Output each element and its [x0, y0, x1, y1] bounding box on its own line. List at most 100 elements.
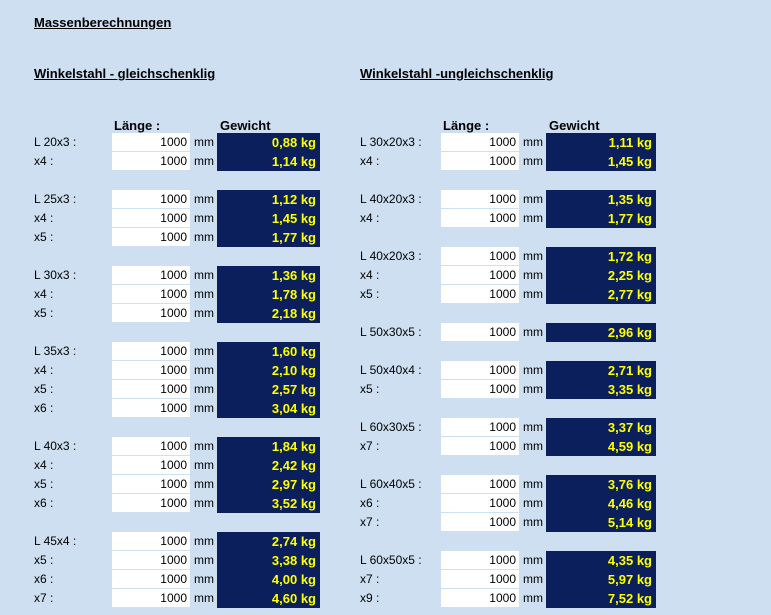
length-input[interactable]: 1000 — [112, 152, 190, 170]
length-input[interactable]: 1000 — [112, 285, 190, 303]
length-input[interactable]: 1000 — [112, 570, 190, 588]
table-row: x7 : 1000 mm 5,14 kg — [0, 513, 771, 532]
length-unit: mm — [194, 363, 214, 377]
length-input[interactable]: 1000 — [441, 133, 519, 151]
length-input[interactable]: 1000 — [112, 190, 190, 208]
length-input[interactable]: 1000 — [441, 190, 519, 208]
length-input[interactable]: 1000 — [112, 589, 190, 607]
table-row: x5 : 1000 mm 2,18 kg — [0, 304, 771, 323]
table-row: x4 : 1000 mm 2,42 kg — [0, 456, 771, 475]
length-input[interactable]: 1000 — [441, 589, 519, 607]
profile-label: x5 : — [34, 306, 54, 320]
length-input[interactable]: 1000 — [441, 513, 519, 531]
length-unit: mm — [194, 572, 214, 586]
profile-label: x4 : — [34, 154, 54, 168]
length-input[interactable]: 1000 — [112, 437, 190, 455]
length-input[interactable]: 1000 — [112, 266, 190, 284]
weight-value: 2,74 kg — [217, 532, 320, 551]
length-unit: mm — [194, 230, 214, 244]
weight-value: 3,37 kg — [546, 418, 656, 437]
length-unit: mm — [194, 553, 214, 567]
length-input[interactable]: 1000 — [112, 532, 190, 550]
table-row: L 30x20x3 :1000 mm 1,11 kg — [0, 133, 771, 152]
profile-label: L 25x3 : — [34, 192, 77, 206]
weight-value: 1,45 kg — [217, 209, 320, 228]
length-input[interactable]: 1000 — [112, 399, 190, 417]
length-input[interactable]: 1000 — [112, 209, 190, 227]
weight-value: 2,77 kg — [546, 285, 656, 304]
length-input[interactable]: 1000 — [112, 456, 190, 474]
profile-label: x7 : — [360, 515, 380, 529]
table-row: L 40x20x3 : 1000 mm 1,72 kg — [0, 247, 771, 266]
length-unit: mm — [523, 477, 543, 491]
length-input[interactable]: 1000 — [441, 570, 519, 588]
weight-value: 4,46 kg — [546, 494, 656, 513]
profile-label: x6 : — [360, 496, 380, 510]
length-input[interactable]: 1000 — [441, 266, 519, 284]
weight-value: 4,59 kg — [546, 437, 656, 456]
profile-label: L 45x4 : — [34, 534, 77, 548]
profile-label: x9 : — [360, 591, 380, 605]
length-input[interactable]: 1000 — [441, 361, 519, 379]
page-title: Massenberechnungen — [34, 15, 172, 30]
length-input[interactable]: 1000 — [441, 285, 519, 303]
profile-label: x6 : — [34, 496, 54, 510]
weight-value: 3,76 kg — [546, 475, 656, 494]
weight-value: 1,36 kg — [217, 266, 320, 285]
length-input[interactable]: 1000 — [112, 551, 190, 569]
section-title-unequal: Winkelstahl -ungleichschenklig — [360, 66, 554, 81]
length-unit: mm — [523, 496, 543, 510]
weight-value: 7,52 kg — [546, 589, 656, 608]
length-input[interactable]: 1000 — [441, 418, 519, 436]
table-row: L 35x3 : 1000 mm 1,60 kg — [0, 342, 771, 361]
length-input[interactable]: 1000 — [112, 475, 190, 493]
weight-value: 3,52 kg — [217, 494, 320, 513]
length-unit: mm — [194, 382, 214, 396]
table-row: L 60x40x5 :1000 mm 3,76 kg — [0, 475, 771, 494]
length-unit: mm — [194, 211, 214, 225]
length-unit: mm — [194, 439, 214, 453]
profile-label: x5 : — [34, 382, 54, 396]
length-input[interactable]: 1000 — [112, 228, 190, 246]
length-input[interactable]: 1000 — [112, 133, 190, 151]
table-row: L 20x3 :1000 mm 0,88 kg — [0, 133, 771, 152]
profile-label: x6 : — [34, 401, 54, 415]
profile-label: x7 : — [34, 591, 54, 605]
table-row: x4 :1000 mm 1,78 kg — [0, 285, 771, 304]
length-input[interactable]: 1000 — [441, 475, 519, 493]
length-unit: mm — [194, 458, 214, 472]
length-unit: mm — [194, 496, 214, 510]
length-input[interactable]: 1000 — [441, 494, 519, 512]
length-input[interactable]: 1000 — [112, 494, 190, 512]
length-unit: mm — [523, 515, 543, 529]
length-input[interactable]: 1000 — [112, 342, 190, 360]
length-input[interactable]: 1000 — [441, 380, 519, 398]
profile-label: L 60x40x5 : — [360, 477, 422, 491]
length-unit: mm — [523, 363, 543, 377]
weight-value: 0,88 kg — [217, 133, 320, 152]
length-input[interactable]: 1000 — [441, 551, 519, 569]
table-row: L 50x40x4 :1000 mm 2,71 kg — [0, 361, 771, 380]
length-input[interactable]: 1000 — [441, 247, 519, 265]
length-unit: mm — [523, 591, 543, 605]
profile-label: x5 : — [360, 287, 380, 301]
profile-label: L 60x30x5 : — [360, 420, 422, 434]
profile-label: x4 : — [360, 268, 380, 282]
length-input[interactable]: 1000 — [441, 152, 519, 170]
length-input[interactable]: 1000 — [441, 437, 519, 455]
profile-label: x4 : — [360, 154, 380, 168]
profile-label: L 60x50x5 : — [360, 553, 422, 567]
length-input[interactable]: 1000 — [441, 209, 519, 227]
weight-value: 2,96 kg — [546, 323, 656, 342]
table-row: x4 :1000 mm 2,25 kg — [0, 266, 771, 285]
table-row: x5 :1000 mm 2,97 kg — [0, 475, 771, 494]
length-unit: mm — [523, 287, 543, 301]
length-input[interactable]: 1000 — [112, 380, 190, 398]
weight-value: 4,35 kg — [546, 551, 656, 570]
length-unit: mm — [194, 477, 214, 491]
length-input[interactable]: 1000 — [112, 361, 190, 379]
weight-value: 1,77 kg — [546, 209, 656, 228]
table-row: x6 :1000 mm 3,52 kg — [0, 494, 771, 513]
length-input[interactable]: 1000 — [112, 304, 190, 322]
length-input[interactable]: 1000 — [441, 323, 519, 341]
